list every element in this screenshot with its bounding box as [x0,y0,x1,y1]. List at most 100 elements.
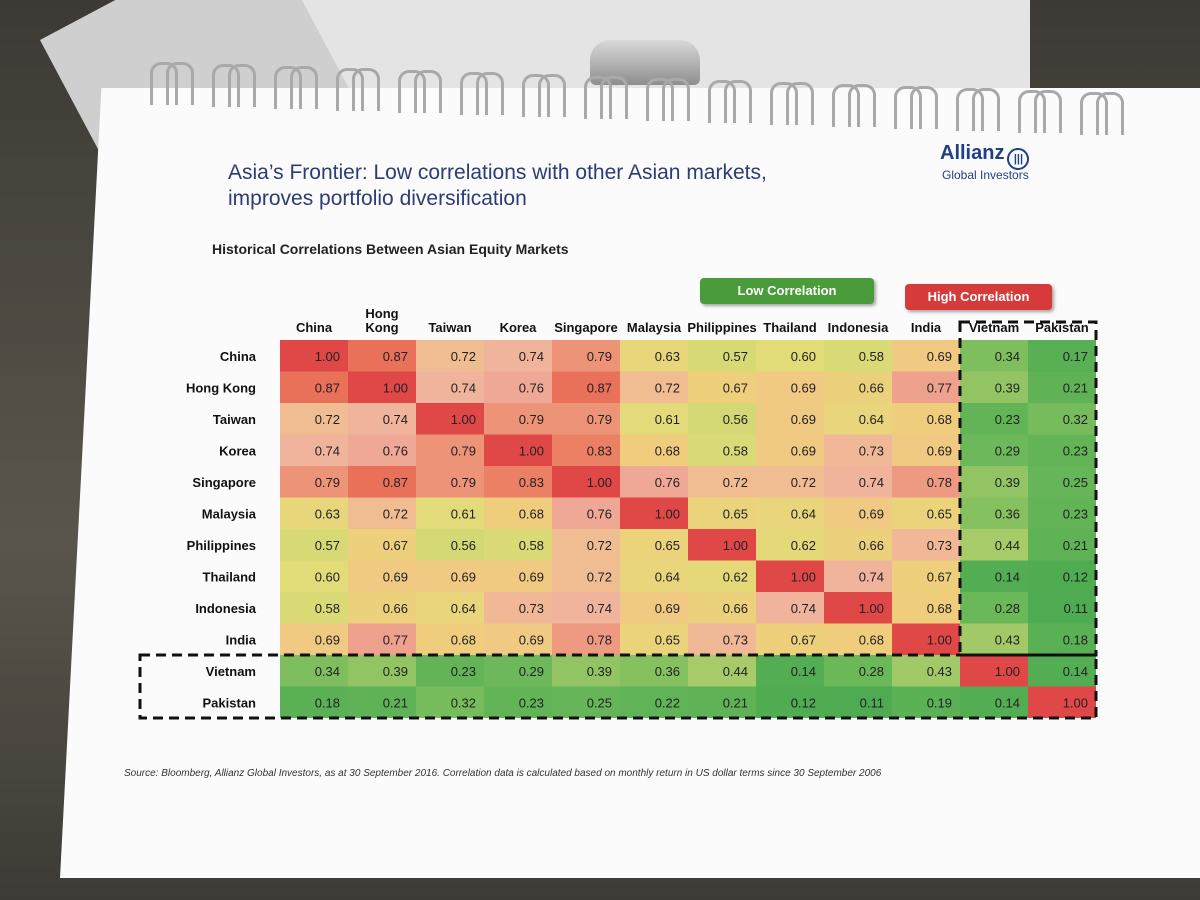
binding-ring [770,82,798,125]
cell-value: 0.76 [383,443,408,458]
binding-ring [956,88,984,131]
cell-value: 0.77 [383,632,408,647]
cell-value: 0.68 [927,601,952,616]
heatmap-cell [348,434,416,466]
cell-value: 0.21 [383,695,408,710]
heatmap-cell [416,623,484,655]
cell-value: 0.77 [927,380,952,395]
brand-subtitle: Global Investors [942,168,1029,182]
heatmap-cell [280,340,348,372]
heatmap-cell [620,340,688,372]
heatmap-cell [416,403,484,435]
heatmap-cell [348,466,416,498]
cell-value: 0.22 [655,695,680,710]
cell-value: 0.58 [315,601,340,616]
heatmap-cell [688,560,756,592]
column-label: Malaysia [627,320,682,335]
heatmap-cell [484,529,552,561]
heatmap-cell [484,497,552,529]
binding-ring [832,84,860,127]
heatmap-cell [960,655,1028,687]
cell-value: 0.23 [1063,506,1088,521]
heatmap-cell [552,560,620,592]
binding-ring [460,72,488,115]
cell-value: 1.00 [587,475,612,490]
cell-value: 0.73 [859,443,884,458]
heatmap-cell [552,592,620,624]
heatmap-cell [280,466,348,498]
heatmap-cell [348,371,416,403]
cell-value: 0.39 [995,475,1020,490]
row-label: Philippines [187,538,256,553]
heatmap-cell [688,340,756,372]
heatmap-cell [1028,529,1096,561]
heatmap-cell [348,686,416,718]
cell-value: 0.69 [655,601,680,616]
row-label: India [226,632,257,647]
cell-value: 0.39 [383,664,408,679]
column-label: Indonesia [828,320,889,335]
column-label: Singapore [554,320,618,335]
cell-value: 0.69 [791,412,816,427]
cell-value: 1.00 [927,632,952,647]
binding-ring [786,82,814,125]
cell-value: 0.60 [315,569,340,584]
cell-value: 0.76 [519,380,544,395]
heatmap-cell [756,340,824,372]
heatmap-cell [280,686,348,718]
cell-value: 0.32 [451,695,476,710]
cell-value: 0.68 [927,412,952,427]
cell-value: 0.39 [587,664,612,679]
cell-value: 0.65 [655,538,680,553]
heatmap-cell [960,466,1028,498]
heatmap-cell [620,434,688,466]
cell-value: 0.57 [315,538,340,553]
cell-value: 0.87 [315,380,340,395]
heatmap-cell [348,529,416,561]
cell-value: 0.64 [655,569,680,584]
heatmap-cell [416,560,484,592]
cell-value: 0.14 [995,569,1020,584]
cell-value: 0.69 [451,569,476,584]
heatmap-cell [280,560,348,592]
heatmap-cell [552,371,620,403]
brand-logo: Allianz ||| [940,142,1030,170]
cell-value: 0.58 [859,349,884,364]
binding-ring [662,78,690,121]
cell-value: 0.21 [1063,538,1088,553]
cell-value: 0.17 [1063,349,1088,364]
cell-value: 0.68 [451,632,476,647]
cell-value: 0.12 [791,695,816,710]
cell-value: 0.74 [315,443,340,458]
row-label: Thailand [203,569,257,584]
heatmap-cell [892,592,960,624]
cell-value: 0.78 [587,632,612,647]
cell-value: 0.87 [383,349,408,364]
heatmap-cell [348,560,416,592]
cell-value: 0.44 [995,538,1020,553]
binding-ring [398,70,426,113]
heatmap-cell [620,497,688,529]
heatmap-cell [620,403,688,435]
heatmap-cell [688,529,756,561]
heatmap-cell [484,340,552,372]
column-label: Korea [500,320,538,335]
column-label: Pakistan [1035,320,1089,335]
binding-ring [538,74,566,117]
heatmap-cell [348,655,416,687]
cell-value: 0.56 [451,538,476,553]
heatmap-cell [892,686,960,718]
cell-value: 0.36 [995,506,1020,521]
heatmap-cell [348,497,416,529]
cell-value: 1.00 [1063,695,1088,710]
cell-value: 0.43 [995,632,1020,647]
heatmap-cell [960,560,1028,592]
cell-value: 0.74 [383,412,408,427]
cell-value: 0.69 [519,569,544,584]
cell-value: 0.19 [927,695,952,710]
cell-value: 0.67 [791,632,816,647]
cell-value: 0.66 [859,538,884,553]
row-label: China [220,349,257,364]
cell-value: 0.76 [587,506,612,521]
cell-value: 0.14 [995,695,1020,710]
